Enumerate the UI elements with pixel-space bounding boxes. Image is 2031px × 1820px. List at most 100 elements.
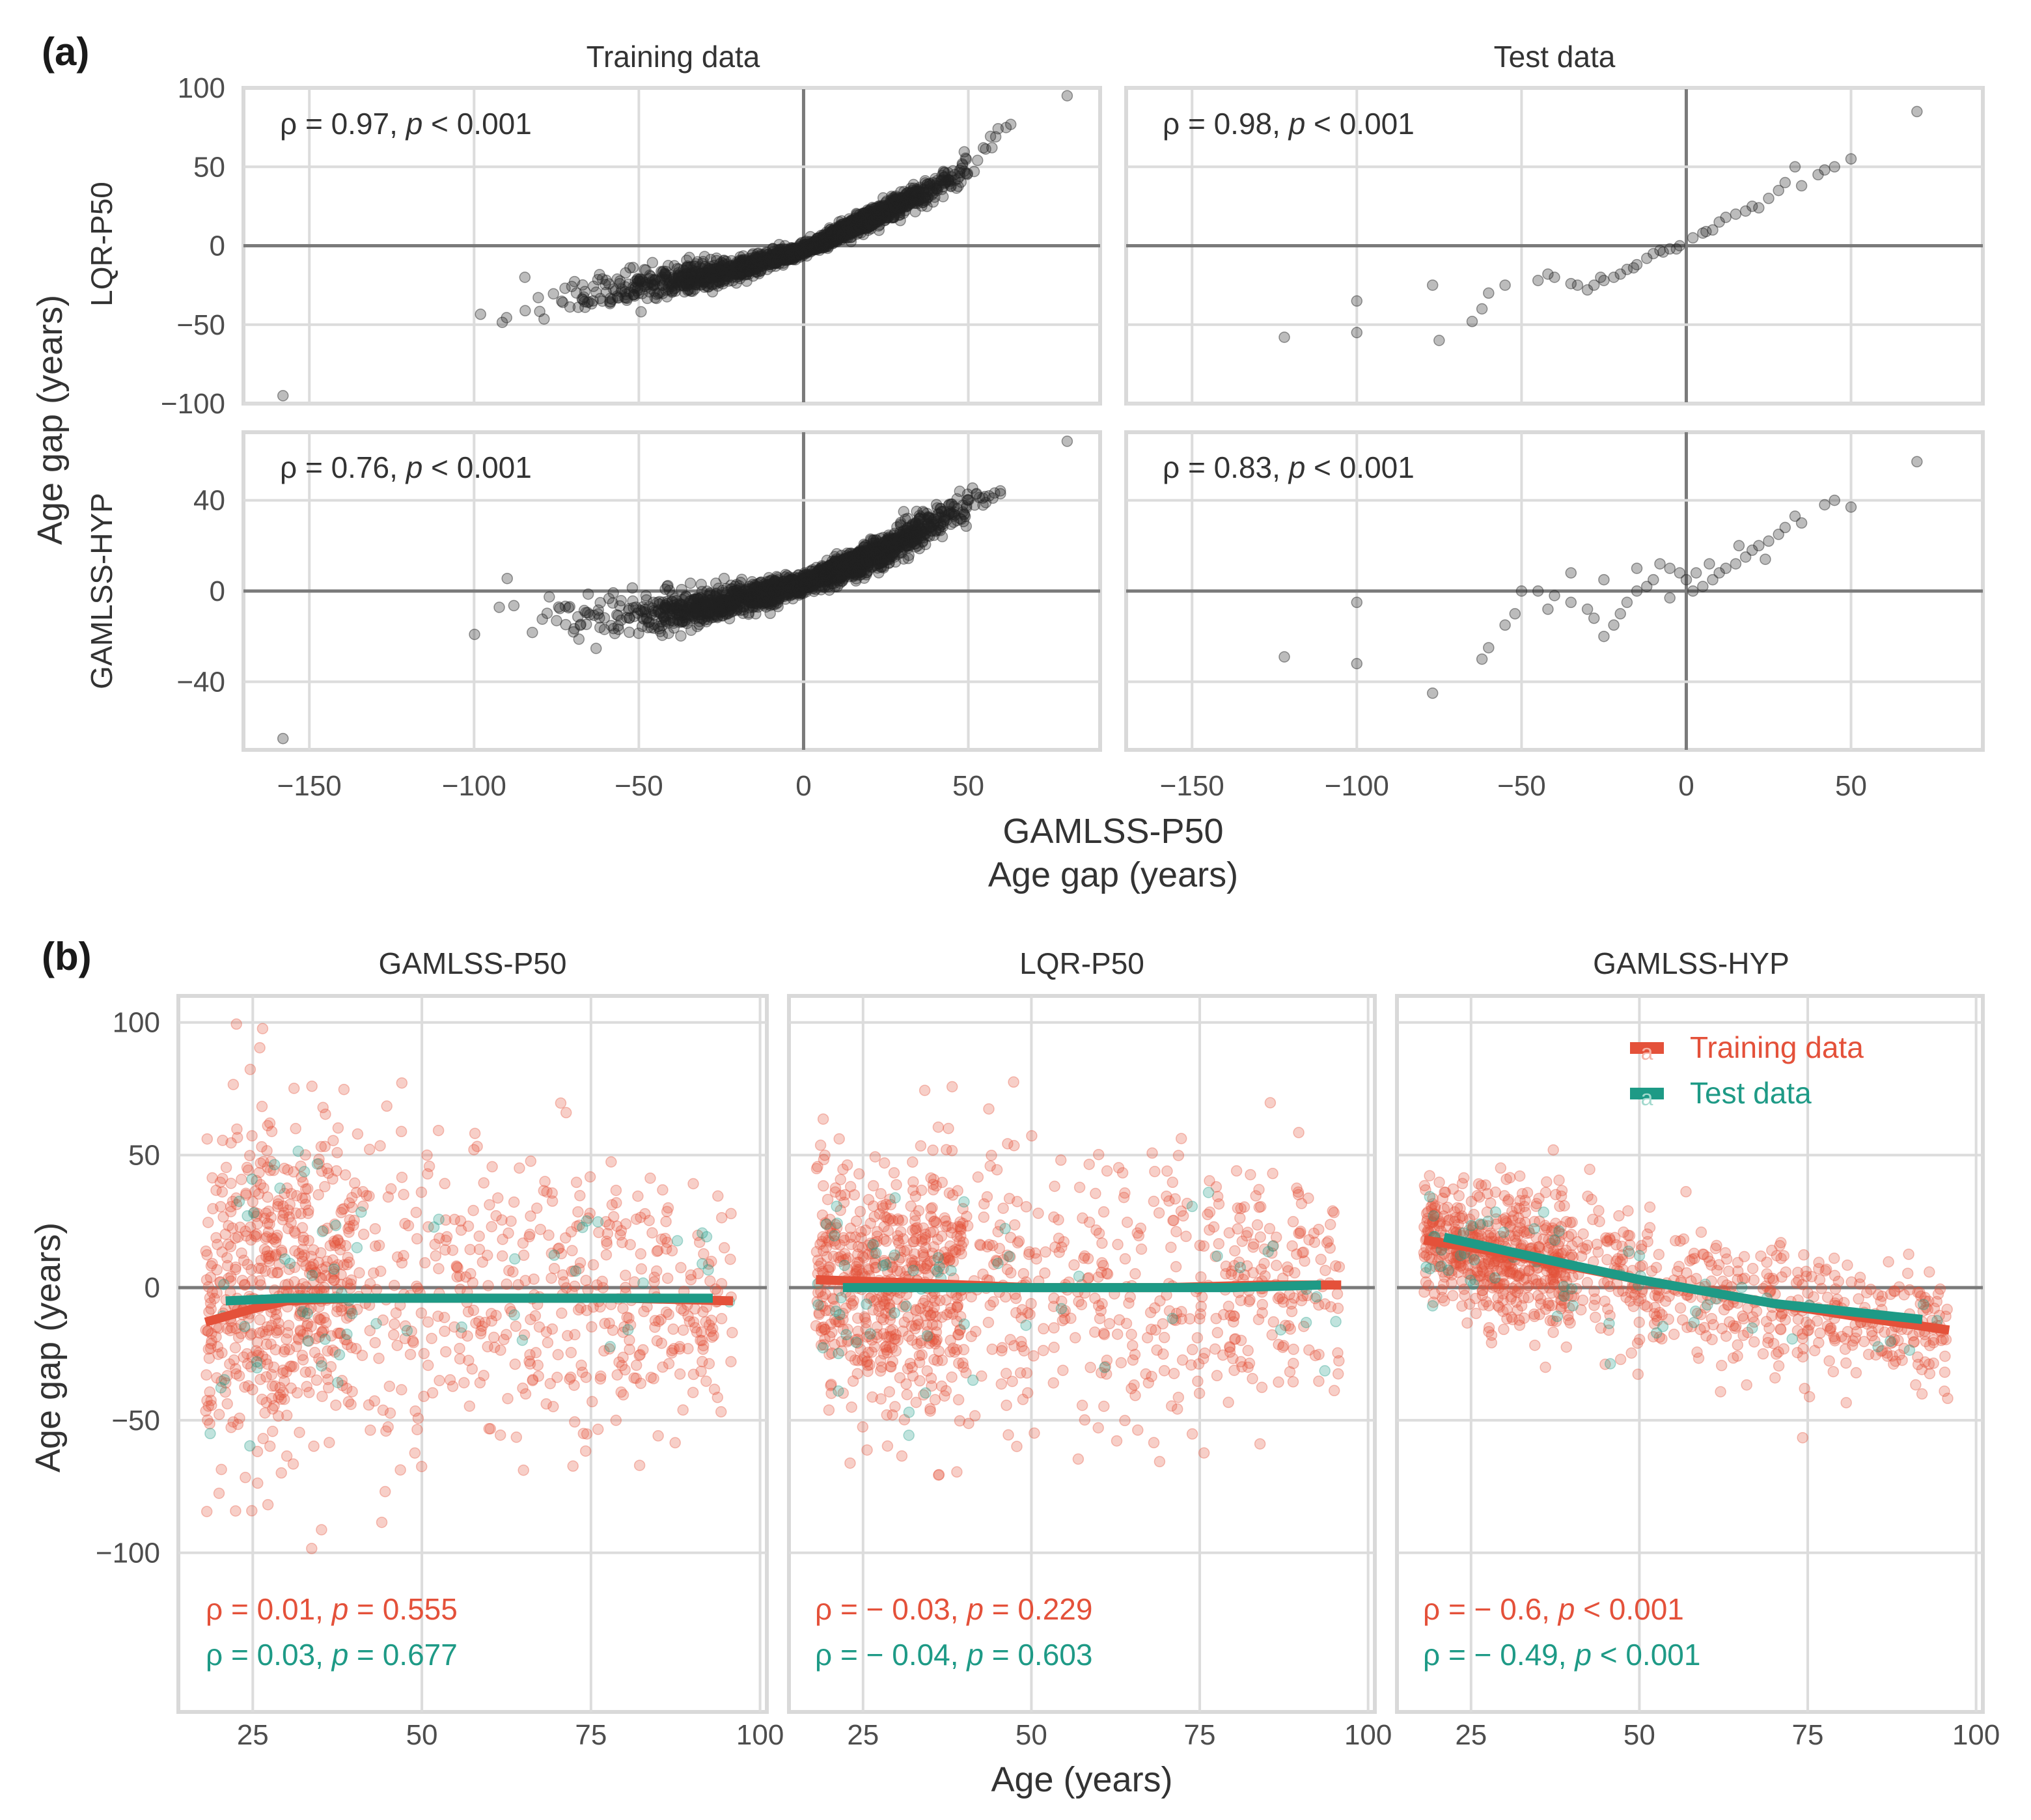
scatter-point [615, 595, 627, 607]
scatter-point [527, 626, 538, 639]
scatter-point [784, 245, 797, 258]
training-point [518, 1464, 529, 1476]
scatter-point [969, 499, 981, 511]
x-tick-label: 75 [1184, 1719, 1216, 1751]
annotation-p-label: p [405, 450, 423, 484]
facet-grid [243, 87, 1100, 405]
scatter-point [676, 277, 688, 289]
scatter-point [803, 240, 815, 252]
scatter-point [690, 594, 702, 605]
scatter-point [643, 286, 656, 298]
scatter-point [848, 217, 859, 230]
scatter-point [850, 220, 862, 232]
scatter-point [774, 249, 786, 262]
scatter-point [851, 218, 863, 230]
scatter-point [894, 206, 905, 219]
scatter-point [755, 265, 767, 277]
scatter-point [857, 212, 868, 225]
training-point [306, 1081, 318, 1092]
scatter-point [767, 599, 780, 611]
x-tick-label: 0 [795, 770, 811, 802]
scatter-point [1588, 613, 1600, 624]
scatter-point [736, 256, 748, 268]
scatter-point [877, 192, 889, 204]
training-point [638, 1306, 650, 1317]
scatter-point [1911, 105, 1923, 118]
scatter-point [902, 197, 915, 209]
y-tick-label: −100 [96, 1537, 160, 1569]
scatter-point [907, 191, 919, 203]
panel-a-x-axis-title-line1: GAMLSS-P50 [1002, 812, 1223, 851]
y-tick-label: 0 [145, 1272, 160, 1304]
scatter-point [869, 213, 881, 225]
training-point [718, 1242, 730, 1254]
scatter-point [881, 549, 894, 562]
annotation-rho: ρ = 0.97, [280, 107, 406, 141]
training-point [572, 1206, 584, 1218]
x-tick-label: 50 [1623, 1719, 1655, 1751]
facet-training-lqr-p50: ρ = 0.97, p < 0.001 [242, 86, 1102, 406]
scatter-point [1608, 619, 1620, 631]
scatter-point [747, 583, 760, 594]
scatter-point [750, 257, 762, 269]
scatter-point [666, 285, 678, 297]
scatter-point [673, 263, 685, 275]
scatter-point [624, 612, 635, 624]
annotation-test-hyp: ρ = 0.83, p < 0.001 [1163, 450, 1415, 484]
scatter-point [1911, 456, 1923, 468]
training-point [492, 1192, 504, 1204]
training-point [447, 1244, 459, 1256]
scatter-point [939, 167, 951, 179]
scatter-point [1687, 232, 1699, 244]
scatter-point [861, 219, 873, 231]
scatter-point [943, 174, 955, 186]
facet-test-lqr-p50: ρ = 0.98, p < 0.001 [1124, 86, 1985, 406]
training-point [316, 1390, 328, 1402]
scatter-point [770, 256, 782, 268]
x-tick-label: 100 [1952, 1719, 2000, 1751]
y-tick-label: 40 [193, 485, 225, 517]
scatter-point [1730, 208, 1742, 220]
scatter-point [752, 253, 764, 265]
scatter-point [757, 255, 769, 268]
scatter-point [277, 390, 289, 402]
scatter-point [943, 498, 956, 510]
annotation-p-value: < 0.001 [1305, 450, 1415, 484]
scatter-point [1697, 581, 1709, 592]
scatter-point [749, 254, 761, 266]
scatter-point [1608, 271, 1620, 283]
scatter-point [754, 257, 767, 269]
y-tick-label: −40 [176, 666, 225, 698]
scatter-point [1687, 585, 1699, 597]
scatter-point [679, 271, 691, 284]
scatter-point [823, 231, 836, 243]
x-tick-label: −150 [277, 770, 342, 802]
scatter-point [1621, 596, 1633, 609]
scatter-point [541, 607, 553, 619]
scatter-point [726, 597, 738, 609]
training-point [579, 1445, 592, 1457]
scatter-point [876, 212, 887, 223]
scatter-point [913, 194, 924, 206]
scatter-point [607, 587, 619, 599]
scatter-point [568, 626, 579, 638]
row-label-lqr-p50: LQR-P50 [85, 182, 118, 307]
y-tick-label: 0 [210, 575, 225, 607]
scatter-point [792, 248, 803, 260]
scatter-point [807, 564, 818, 575]
scatter-point [627, 595, 639, 607]
annotation-p-value: < 0.001 [422, 107, 532, 141]
scatter-point [833, 232, 845, 244]
scatter-point [905, 182, 917, 194]
scatter-point [957, 499, 969, 511]
scatter-point [1061, 435, 1073, 447]
training-point [620, 1269, 631, 1282]
scatter-point [799, 240, 812, 253]
scatter-point [913, 512, 926, 524]
x-tick-label: 0 [1678, 770, 1694, 802]
x-tick-label: 100 [1344, 1719, 1392, 1751]
scatter-point [786, 248, 798, 260]
scatter-point [277, 732, 289, 745]
scatter-point [1509, 608, 1521, 620]
scatter-point [662, 284, 674, 296]
